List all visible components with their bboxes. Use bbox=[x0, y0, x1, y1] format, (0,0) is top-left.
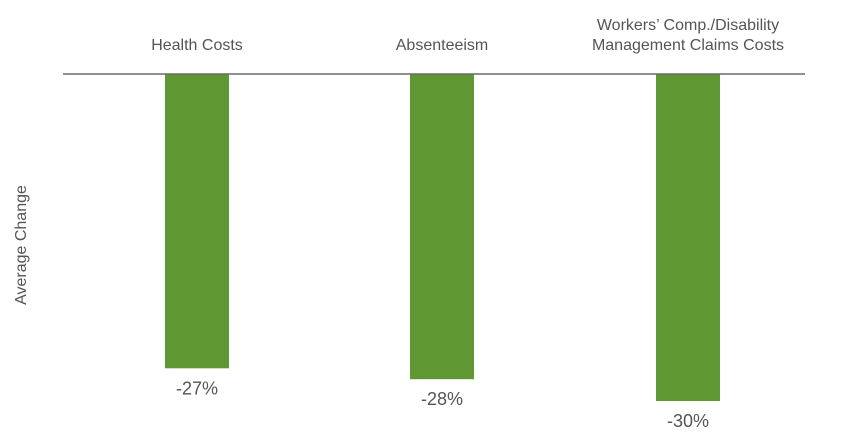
data-label: -27% bbox=[176, 378, 218, 398]
category-label: Absenteeism bbox=[396, 37, 489, 54]
category-label: Workers’ Comp./Disability bbox=[597, 17, 779, 34]
bars bbox=[165, 74, 720, 401]
bar bbox=[165, 74, 229, 369]
category-label: Management Claims Costs bbox=[592, 37, 784, 54]
data-label: -28% bbox=[421, 389, 463, 409]
value-labels: -27% -28% -30% bbox=[176, 378, 709, 431]
bar bbox=[410, 74, 474, 380]
data-label: -30% bbox=[667, 411, 709, 431]
category-labels: Health Costs Absenteeism Workers’ Comp./Di… bbox=[151, 17, 784, 54]
category-label: Health Costs bbox=[151, 37, 243, 54]
y-axis-label: Average Change bbox=[13, 185, 30, 305]
bar bbox=[656, 74, 720, 401]
